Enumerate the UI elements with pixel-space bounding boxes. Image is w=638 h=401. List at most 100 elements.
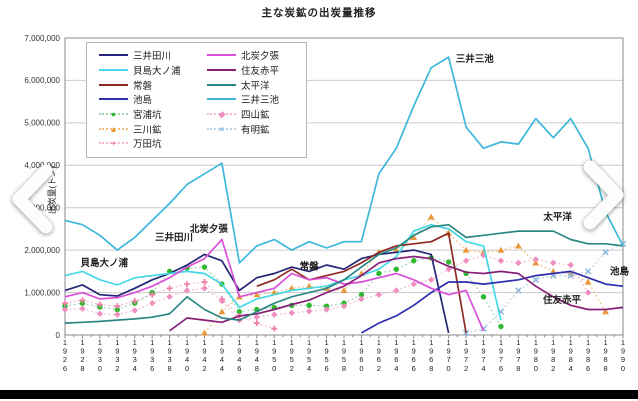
legend-marker-x-icon: × <box>219 123 224 134</box>
marker-triangle <box>497 246 505 253</box>
marker-circle <box>393 266 400 272</box>
legend-marker-diamond-icon: ◆ <box>218 108 225 119</box>
marker-circle <box>306 302 312 308</box>
legend-item-ariake-ko: × 有明鉱 <box>207 121 279 136</box>
legend-label: 万田坑 <box>133 139 162 151</box>
marker-circle <box>236 308 243 315</box>
marker-triangle <box>462 246 470 253</box>
series-line <box>169 255 624 332</box>
marker-diamond <box>218 297 226 305</box>
series-joban <box>256 232 467 334</box>
legend-item-ikeshima: 池島 <box>99 92 181 107</box>
series-line <box>256 232 467 334</box>
marker-triangle <box>584 278 592 285</box>
series-annotation: 池島 <box>610 265 630 277</box>
legend-label: 常磐 <box>133 80 153 92</box>
legend-line-sample <box>99 127 128 130</box>
marker-plus <box>62 300 68 307</box>
marker-circle <box>376 270 382 277</box>
marker-diamond <box>271 311 278 318</box>
marker-diamond <box>79 305 86 312</box>
series-yotsuyama-ko <box>61 252 592 324</box>
chevron-right-icon <box>583 160 624 230</box>
bottom-letterbox-bar <box>0 390 638 399</box>
legend-swatch <box>207 94 236 104</box>
marker-triangle <box>201 329 208 336</box>
marker-plus <box>201 278 208 285</box>
next-button[interactable] <box>576 156 634 234</box>
marker-diamond <box>288 309 295 317</box>
legend-line-sample <box>99 54 128 57</box>
legend-swatch: ▲ <box>99 124 128 134</box>
marker-diamond <box>61 306 69 313</box>
legend-item-mitsui-miike: 三井三池 <box>207 92 279 107</box>
legend-line-sample <box>207 83 236 86</box>
marker-x <box>567 272 574 279</box>
marker-diamond <box>305 308 313 315</box>
legend-marker-circle-icon: ● <box>110 108 117 119</box>
y-tick-label: 7,000,000 <box>24 34 60 43</box>
y-tick-label: 1,000,000 <box>24 288 60 297</box>
marker-circle <box>201 264 208 270</box>
legend-item-hokutan-yubari: 北炭夕張 <box>207 48 279 63</box>
marker-triangle <box>427 213 435 220</box>
legend-item-mikawa-ko: ▲ 三川鉱 <box>99 121 181 136</box>
marker-diamond <box>201 285 208 292</box>
y-tick-label: 2,000,000 <box>24 246 60 255</box>
legend-line-sample <box>99 83 128 86</box>
marker-diamond <box>584 289 592 296</box>
marker-triangle <box>514 242 522 249</box>
series-annotation: 三井田川 <box>155 231 193 243</box>
marker-plus <box>253 320 260 327</box>
legend-label: 北炭夕張 <box>241 51 280 63</box>
series-line <box>64 223 502 321</box>
legend-line-sample <box>207 127 236 130</box>
chart-title: 主な炭鉱の出炭量推移 <box>261 7 377 19</box>
marker-circle <box>358 291 365 298</box>
series-manda-ko <box>62 278 278 332</box>
legend-line-sample <box>207 98 236 101</box>
marker-circle <box>480 294 487 300</box>
series-line <box>64 238 485 332</box>
legend-swatch <box>207 65 236 75</box>
marker-plus <box>166 285 173 292</box>
legend-swatch <box>99 94 128 104</box>
marker-diamond <box>427 276 435 284</box>
legend-swatch <box>99 80 128 90</box>
series-annotation: 貝島大ノ浦 <box>80 257 128 269</box>
marker-circle <box>498 323 504 330</box>
y-tick-label: 6,000,000 <box>24 76 60 85</box>
legend-label: 三井三池 <box>241 95 280 107</box>
chevron-left-icon <box>12 164 53 234</box>
legend-line-sample <box>99 113 128 116</box>
legend-line-sample <box>99 142 128 145</box>
legend-marker-triangle-icon: ▲ <box>109 123 118 134</box>
series-taiheiyo <box>64 223 624 324</box>
marker-x <box>515 287 522 294</box>
prev-button[interactable] <box>2 160 60 238</box>
marker-triangle <box>602 308 609 315</box>
marker-circle <box>411 258 417 264</box>
series-hokutan-yubari <box>64 238 485 332</box>
marker-diamond <box>358 295 365 303</box>
legend-swatch <box>207 80 236 90</box>
legend-swatch: + <box>99 138 128 148</box>
marker-plus <box>96 301 103 308</box>
